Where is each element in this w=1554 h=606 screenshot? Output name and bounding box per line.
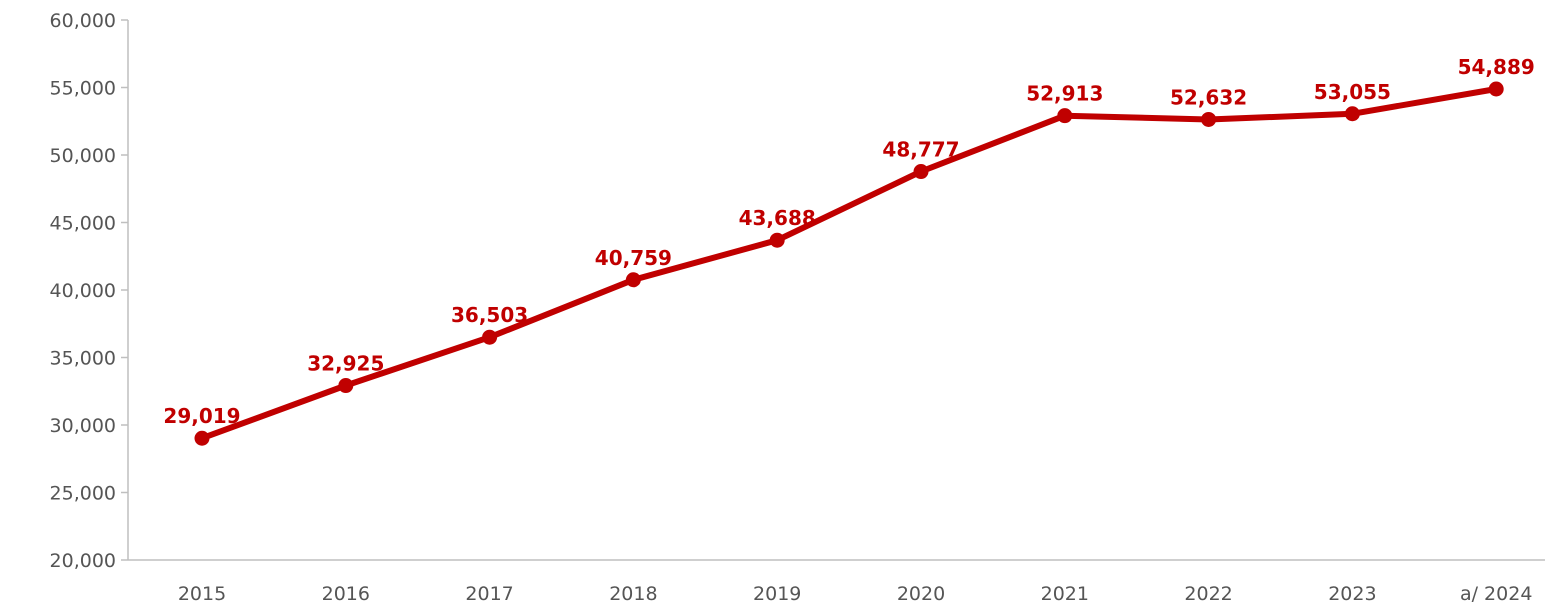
data-label: 32,925	[307, 352, 384, 376]
x-tick-label: 2022	[1184, 583, 1232, 605]
x-tick-label: 2016	[322, 583, 370, 605]
data-label: 52,913	[1026, 82, 1103, 106]
y-tick-label: 35,000	[50, 348, 116, 370]
y-tick-label: 40,000	[50, 280, 116, 302]
x-tick-label: 2023	[1328, 583, 1376, 605]
data-label: 40,759	[595, 246, 672, 270]
x-tick-label: 2019	[753, 583, 801, 605]
data-point	[338, 378, 354, 394]
y-tick-label: 25,000	[50, 483, 116, 505]
x-tick-label: 2017	[465, 583, 513, 605]
data-label: 29,019	[163, 404, 240, 428]
x-axis: 2015 2016 2017 2018 2019 2020 2021 2022 2023 a/ 2…	[128, 559, 1545, 605]
data-label: 53,055	[1314, 80, 1391, 104]
series-line	[199, 86, 1500, 442]
data-point	[1344, 106, 1360, 122]
data-point	[625, 272, 641, 288]
data-point	[913, 164, 929, 180]
y-tick-label: 20,000	[50, 550, 116, 572]
data-point	[482, 329, 498, 345]
data-point	[769, 232, 785, 248]
x-tick-label: 2020	[897, 583, 945, 605]
x-tick-label: a/ 2024	[1460, 583, 1532, 605]
y-tick-label: 50,000	[50, 145, 116, 167]
data-point	[194, 430, 210, 446]
y-tick-label: 60,000	[50, 10, 116, 32]
x-tick-label: 2018	[609, 583, 657, 605]
y-tick-label: 45,000	[50, 213, 116, 235]
data-label: 52,632	[1170, 85, 1247, 109]
data-label: 36,503	[451, 303, 528, 327]
y-axis: 20,000 25,000 30,000 35,000 40,000 45,000 50,0…	[50, 10, 129, 572]
y-tick-label: 30,000	[50, 415, 116, 437]
data-labels: 29,019 32,925 36,503 40,759 43,688 48,777 52,9…	[163, 55, 1534, 428]
x-tick-label: 2021	[1041, 583, 1089, 605]
data-label: 54,889	[1458, 55, 1535, 79]
x-tick-label: 2015	[178, 583, 226, 605]
data-point	[1488, 81, 1504, 97]
y-tick-label: 55,000	[50, 78, 116, 100]
data-label: 48,777	[882, 138, 959, 162]
series-line-group	[194, 81, 1504, 446]
data-point	[1201, 111, 1217, 127]
data-point	[1057, 108, 1073, 124]
data-label: 43,688	[739, 206, 816, 230]
